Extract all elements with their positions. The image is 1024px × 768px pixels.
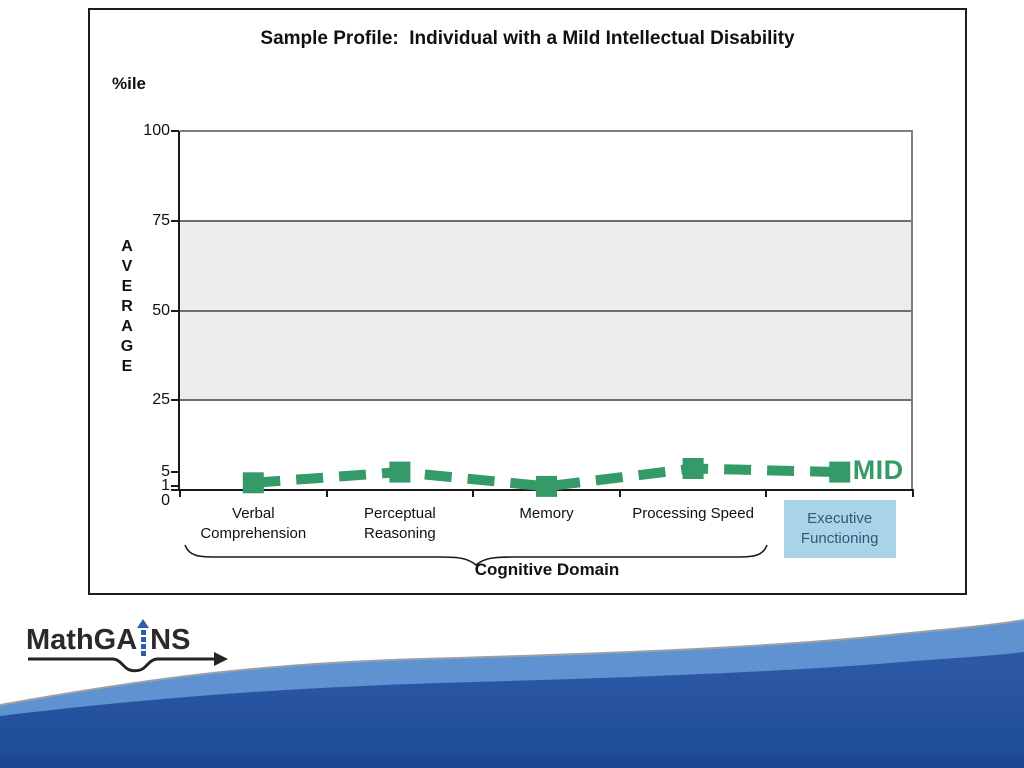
- average-letter: V: [121, 258, 133, 275]
- wave-dark-band: [0, 652, 1024, 768]
- mathgains-logo: MathGA NS: [26, 619, 256, 673]
- average-letter: R: [121, 298, 133, 315]
- x-tick-mark: [912, 490, 914, 497]
- y-tick-label: 50: [152, 301, 170, 319]
- y-tick-mark: [171, 471, 179, 474]
- y-tick-mark: [171, 489, 179, 491]
- y-tick-mark: [171, 485, 179, 488]
- gridline: [180, 309, 913, 312]
- y-tick-mark: [171, 130, 179, 132]
- y-tick-label: 25: [152, 391, 170, 409]
- category-label: Verbal Comprehension: [200, 505, 307, 542]
- x-tick-mark: [472, 490, 475, 497]
- y-tick-label: 0: [161, 492, 170, 509]
- average-letter: G: [120, 338, 134, 355]
- logo-text-suffix: NS: [150, 624, 191, 656]
- y-tick-mark: [171, 219, 179, 222]
- average-letter: E: [121, 278, 133, 295]
- average-letter: E: [121, 358, 133, 375]
- category-label-highlighted: Executive Functioning: [783, 500, 896, 558]
- y-tick-label: 100: [143, 122, 170, 139]
- series-marker: [389, 461, 411, 483]
- series-label-mid: MID: [852, 455, 904, 486]
- wave-top-edge: [0, 619, 1024, 706]
- gridline: [180, 219, 913, 222]
- category-label: Perceptual Reasoning: [364, 505, 436, 542]
- series-marker: [829, 461, 851, 483]
- series-marker: [682, 458, 704, 479]
- series-line-chart: [242, 458, 851, 497]
- category-label-text: Executive Functioning: [800, 510, 879, 547]
- y-tick-mark: [171, 309, 179, 312]
- y-tick-label: 75: [152, 211, 170, 229]
- x-tick-mark: [325, 490, 328, 497]
- x-tick-mark: [765, 490, 768, 497]
- logo-underline-arrow-icon: [28, 652, 228, 673]
- gridline: [180, 399, 913, 402]
- category-label: Processing Speed: [632, 505, 754, 522]
- average-letter: A: [121, 238, 133, 255]
- logo-dotted-i-arrow-icon: [137, 619, 150, 656]
- y-tick-mark: [171, 399, 179, 402]
- logo-text-prefix: MathGA: [26, 624, 138, 656]
- cognitive-domain-label: Cognitive Domain: [474, 560, 620, 579]
- plot-right-border: [911, 130, 913, 490]
- plot-top-border: [180, 130, 913, 132]
- percentile-axis-label: %ile: [112, 74, 147, 93]
- wave-bottom-strip: [0, 756, 1024, 768]
- series-line: [252, 463, 840, 492]
- footer-wave-decoration: [0, 619, 1024, 768]
- series-marker: [536, 475, 557, 497]
- series-marker: [242, 472, 264, 494]
- category-label: Memory: [519, 505, 574, 522]
- average-letter: A: [121, 318, 133, 335]
- cognitive-domain-brace-icon: [184, 544, 768, 567]
- y-tick-label: 1: [161, 477, 170, 495]
- y-axis-line: [178, 131, 180, 490]
- y-tick-label: 5: [161, 463, 170, 481]
- logo-text: MathGA NS: [26, 619, 191, 656]
- x-tick-mark: [179, 490, 181, 497]
- chart-title: Sample Profile: Individual with a Mild I…: [260, 28, 795, 49]
- x-tick-mark: [618, 490, 621, 497]
